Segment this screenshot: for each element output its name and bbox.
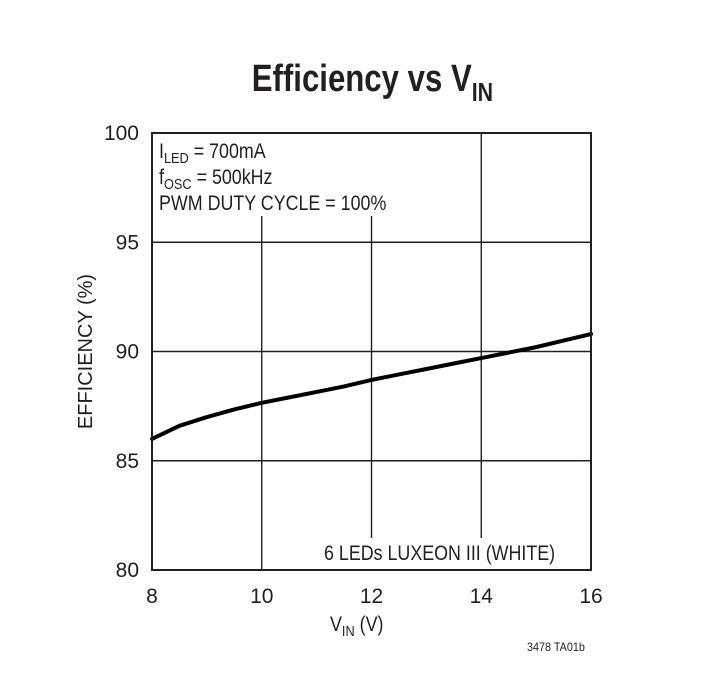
- x-tick-labels: 8 10 12 14 16: [146, 585, 603, 608]
- annotation-iled: ILED = 700mA: [159, 140, 266, 167]
- y-tick-label-1: 85: [116, 450, 139, 473]
- series-label: 6 LEDs LUXEON III (WHITE): [324, 542, 556, 565]
- y-axis-title: EFFICIENCY (%): [75, 274, 97, 429]
- annotation-pwm: PWM DUTY CYCLE = 100%: [159, 192, 387, 215]
- x-tick-label-3: 14: [470, 585, 494, 608]
- x-tick-label-2: 12: [360, 585, 383, 608]
- y-tick-label-3: 95: [116, 231, 139, 254]
- x-tick-label-0: 8: [146, 585, 158, 608]
- y-tick-label-4: 100: [104, 122, 139, 145]
- annotation-mask-0: [153, 134, 415, 216]
- x-axis-title: VIN (V): [330, 613, 384, 640]
- annotation-mask-1: [318, 538, 590, 569]
- series-line-0: [150, 332, 593, 441]
- grid-lines: [152, 133, 591, 570]
- series-lines: [150, 332, 593, 441]
- x-tick-label-1: 10: [250, 585, 273, 608]
- chart-title: Efficiency vs VIN: [251, 58, 494, 107]
- y-tick-labels: 80 85 90 95 100: [104, 122, 139, 582]
- y-tick-label-0: 80: [116, 559, 139, 582]
- y-tick-label-2: 90: [116, 341, 139, 364]
- plot-frame: [151, 132, 592, 571]
- figure-code: 3478 TA01b: [527, 640, 585, 654]
- x-tick-label-4: 16: [579, 585, 602, 608]
- annotation-fosc: fOSC = 500kHz: [159, 166, 273, 193]
